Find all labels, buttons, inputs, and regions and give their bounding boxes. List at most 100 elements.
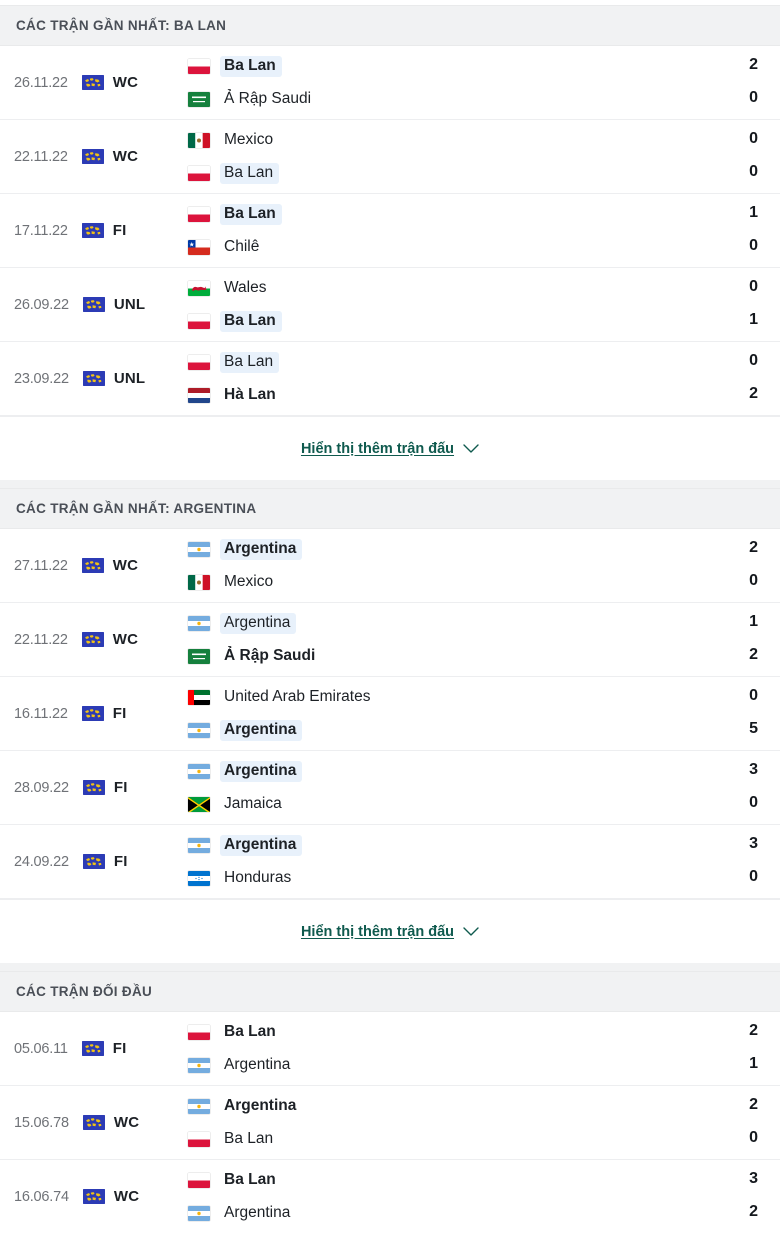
table-row[interactable]: 16.11.22 FI United Arab Emirates: [0, 677, 780, 751]
competition: WC: [81, 74, 138, 91]
match-teams: Wales Ba Lan: [188, 268, 700, 341]
home-team[interactable]: United Arab Emirates: [188, 686, 700, 708]
world-cup-badge-icon: [81, 1041, 104, 1056]
away-team[interactable]: Jamaica: [188, 793, 700, 815]
home-score: 1: [749, 204, 758, 221]
away-score: 0: [749, 794, 758, 811]
home-team[interactable]: Argentina: [188, 834, 700, 856]
table-row[interactable]: 24.09.22 FI Argentina: [0, 825, 780, 899]
world-cup-badge-icon: [81, 632, 104, 647]
home-team[interactable]: Argentina: [188, 538, 700, 560]
away-team[interactable]: Argentina: [188, 1054, 700, 1076]
section-header-head-to-head: CÁC TRẬN ĐỐI ĐẦU: [0, 971, 780, 1012]
mexico-flag-icon: [188, 132, 210, 148]
home-team[interactable]: Argentina: [188, 1095, 700, 1117]
section-recent-argentina: CÁC TRẬN GẦN NHẤT: ARGENTINA 27.11.22 WC: [0, 488, 780, 963]
show-more-matches-button[interactable]: Hiển thị thêm trận đấu: [301, 924, 479, 940]
competition-code: WC: [112, 148, 139, 165]
section-title: CÁC TRẬN ĐỐI ĐẦU: [16, 984, 153, 999]
competition: UNL: [82, 370, 145, 387]
poland-flag-icon: [188, 206, 210, 222]
table-row[interactable]: 16.06.74 WC Ba Lan: [0, 1160, 780, 1233]
home-team-name: Argentina: [220, 834, 303, 856]
away-team[interactable]: Hà Lan: [188, 384, 700, 406]
home-score: 1: [749, 613, 758, 630]
home-team[interactable]: Mexico: [188, 129, 700, 151]
away-team[interactable]: Ba Lan: [188, 1128, 700, 1150]
table-row[interactable]: 26.09.22 UNL Wales: [0, 268, 780, 342]
away-team[interactable]: Argentina: [188, 719, 700, 741]
competition-code: FI: [112, 705, 127, 722]
home-team-name: Ba Lan: [220, 55, 282, 77]
table-row[interactable]: 27.11.22 WC Argentina: [0, 529, 780, 603]
match-meta: 24.09.22 FI: [0, 825, 188, 898]
home-team[interactable]: Wales: [188, 277, 700, 299]
home-team[interactable]: Ba Lan: [188, 1169, 700, 1191]
home-team-name: Ba Lan: [224, 1022, 276, 1040]
match-teams: United Arab Emirates Argentina: [188, 677, 700, 750]
world-cup-badge-icon: [82, 1189, 105, 1204]
world-cup-badge-icon: [82, 854, 105, 869]
away-team[interactable]: Chilê: [188, 236, 700, 258]
away-team[interactable]: Ba Lan: [188, 162, 700, 184]
table-row[interactable]: 26.11.22 WC Ba Lan: [0, 46, 780, 120]
argentina-flag-icon: [188, 1205, 210, 1221]
poland-flag-icon: [188, 1024, 210, 1040]
home-team[interactable]: Ba Lan: [188, 1021, 700, 1043]
home-team[interactable]: Ba Lan: [188, 203, 700, 225]
poland-flag-icon: [188, 1172, 210, 1188]
home-team[interactable]: Ba Lan: [188, 55, 700, 77]
competition: WC: [81, 148, 139, 165]
match-scores: 2 1: [700, 1012, 780, 1085]
home-team[interactable]: Ba Lan: [188, 351, 700, 373]
match-teams: Ba Lan Hà Lan: [188, 342, 700, 415]
world-cup-badge-icon: [81, 558, 104, 573]
away-team[interactable]: Argentina: [188, 1202, 700, 1224]
home-team-name: Mexico: [224, 130, 274, 148]
poland-flag-icon: [188, 313, 210, 329]
match-date: 16.06.74: [14, 1188, 69, 1205]
match-meta: 17.11.22 FI: [0, 194, 188, 267]
match-meta: 16.11.22 FI: [0, 677, 188, 750]
table-row[interactable]: 22.11.22 WC Mexico: [0, 120, 780, 194]
home-team-name: Ba Lan: [220, 203, 282, 225]
away-team[interactable]: Ba Lan: [188, 310, 700, 332]
home-team-name: Argentina: [224, 1096, 297, 1114]
away-team[interactable]: Ả Rập Saudi: [188, 88, 700, 110]
home-team-name: Ba Lan: [224, 1170, 276, 1188]
competition: UNL: [82, 296, 145, 313]
show-more-row: Hiển thị thêm trận đấu: [0, 899, 780, 963]
away-team[interactable]: Honduras: [188, 867, 700, 889]
home-team-name: United Arab Emirates: [224, 687, 371, 705]
away-team[interactable]: Mexico: [188, 571, 700, 593]
table-row[interactable]: 23.09.22 UNL Ba Lan: [0, 342, 780, 416]
match-date: 26.11.22: [14, 74, 68, 91]
match-date: 17.11.22: [14, 222, 68, 239]
saudi-arabia-flag-icon: [188, 91, 210, 107]
home-team[interactable]: Argentina: [188, 612, 700, 634]
table-row[interactable]: 28.09.22 FI Argentina: [0, 751, 780, 825]
away-score: 2: [749, 1203, 758, 1220]
match-date: 28.09.22: [14, 779, 69, 796]
match-scores: 2 0: [700, 529, 780, 602]
table-row[interactable]: 22.11.22 WC Argentina: [0, 603, 780, 677]
competition: WC: [82, 1114, 139, 1131]
uae-flag-icon: [188, 689, 210, 705]
match-meta: 27.11.22 WC: [0, 529, 188, 602]
table-row[interactable]: 15.06.78 WC Argentina: [0, 1086, 780, 1160]
away-score: 0: [749, 89, 758, 106]
world-cup-badge-icon: [81, 149, 104, 164]
competition: FI: [81, 1040, 127, 1057]
argentina-flag-icon: [188, 541, 210, 557]
match-date: 22.11.22: [14, 148, 68, 165]
competition: WC: [81, 557, 138, 574]
table-row[interactable]: 17.11.22 FI Ba Lan: [0, 194, 780, 268]
home-team[interactable]: Argentina: [188, 760, 700, 782]
match-meta: 15.06.78 WC: [0, 1086, 188, 1159]
table-row[interactable]: 05.06.11 FI Ba Lan: [0, 1012, 780, 1086]
world-cup-badge-icon: [82, 371, 105, 386]
away-team[interactable]: Ả Rập Saudi: [188, 645, 700, 667]
show-more-matches-button[interactable]: Hiển thị thêm trận đấu: [301, 441, 479, 457]
away-score: 5: [749, 720, 758, 737]
